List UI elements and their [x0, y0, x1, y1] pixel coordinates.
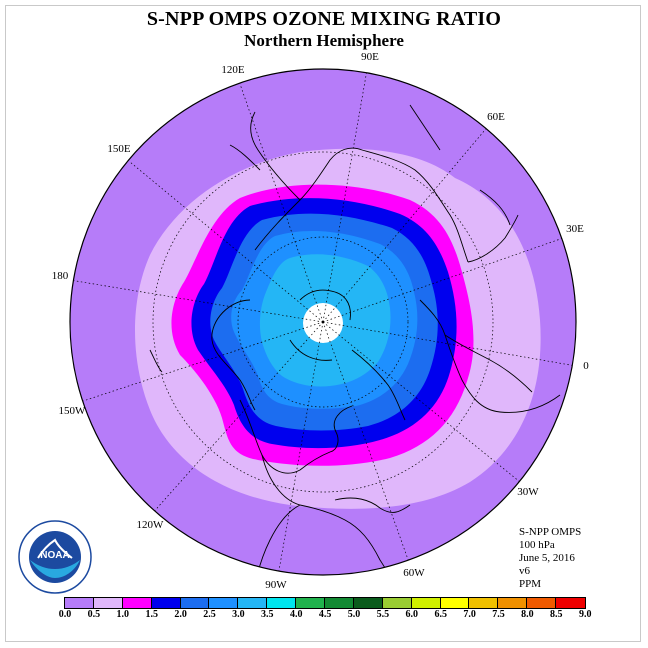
colorbar-swatch	[382, 598, 412, 608]
lon-label: 30E	[566, 223, 584, 235]
colorbar-tick-label: 7.5	[492, 609, 505, 620]
colorbar-tick-label: 1.5	[145, 609, 158, 620]
colorbar-swatch	[122, 598, 152, 608]
colorbar-tick-label: 4.0	[289, 609, 303, 620]
info-date: June 5, 2016	[519, 552, 575, 564]
colorbar-tick-label: 2.0	[174, 609, 187, 620]
lon-label: 180	[52, 270, 69, 282]
colorbar-swatch	[296, 598, 326, 608]
colorbar-tick-label: 0.0	[58, 609, 72, 620]
colorbar-swatch	[498, 598, 528, 608]
colorbar-tick-label: 9.0	[578, 609, 592, 620]
colorbar-swatch	[93, 598, 123, 608]
colorbar-swatch	[469, 598, 499, 608]
info-level: 100 hPa	[519, 539, 555, 551]
colorbar-swatch	[527, 598, 557, 608]
colorbar-tick-label: 1.0	[116, 609, 130, 620]
colorbar-swatch	[325, 598, 354, 608]
graticule	[70, 69, 576, 575]
colorbar-tick-label: 3.0	[232, 609, 245, 620]
info-units: PPM	[519, 578, 542, 590]
lon-label: 30W	[517, 486, 539, 498]
colorbar-tick-label: 5.5	[376, 609, 390, 620]
map-boundary	[69, 68, 577, 576]
colorbar-tick-label: 2.5	[203, 609, 216, 620]
figure-frame	[5, 5, 641, 642]
colorbar-swatch	[151, 598, 181, 608]
lon-label: 60E	[487, 111, 505, 123]
colorbar-swatch	[209, 598, 239, 608]
lon-label: 150W	[59, 405, 87, 417]
colorbar-swatch	[65, 598, 94, 608]
colorbar	[64, 597, 587, 609]
colorbar-tick-label: 8.5	[550, 609, 563, 620]
colorbar-tick-label: 5.0	[347, 609, 361, 620]
colorbar-swatch	[267, 598, 297, 608]
info-instrument: S-NPP OMPS	[519, 526, 582, 538]
colorbar-tick-label: 0.5	[87, 609, 101, 620]
logo-text: NOAA	[40, 550, 69, 561]
lon-label: 150E	[107, 143, 131, 155]
lon-label: 90E	[361, 51, 379, 63]
colorbar-tick-label: 4.5	[318, 609, 332, 620]
lon-label: 90W	[265, 579, 287, 591]
map-subtitle: Northern Hemisphere	[244, 31, 404, 50]
colorbar-tick-label: 6.0	[405, 609, 419, 620]
colorbar-swatch	[556, 598, 586, 608]
colorbar-swatch	[180, 598, 210, 608]
colorbar-tick-label: 3.5	[261, 609, 274, 620]
lon-label: 120E	[221, 64, 245, 76]
map-title: S-NPP OMPS OZONE MIXING RATIO	[146, 8, 502, 30]
colorbar-swatch	[440, 598, 470, 608]
colorbar-swatch	[238, 598, 268, 608]
lon-label: 0	[583, 360, 589, 372]
lon-label: 120W	[137, 519, 165, 531]
colorbar-swatch	[411, 598, 441, 608]
info-block: S-NPP OMPS 100 hPa June 5, 2016 v6 PPM	[519, 526, 581, 591]
info-version: v6	[519, 565, 530, 577]
noaa-logo: NOAA	[18, 520, 92, 594]
lon-label: 60W	[403, 567, 425, 579]
colorbar-tick-label: 6.5	[434, 609, 447, 620]
colorbar-tick-label: 8.0	[521, 609, 534, 620]
colorbar-tick-label: 7.0	[463, 609, 476, 620]
colorbar-swatch	[353, 598, 383, 608]
colorbar-ticks: 0.0 0.5 1.0 1.5 2.0 2.5 3.0 3.5 4.0 4.5 5.0 5.5 6.0 6…	[0, 609, 648, 623]
